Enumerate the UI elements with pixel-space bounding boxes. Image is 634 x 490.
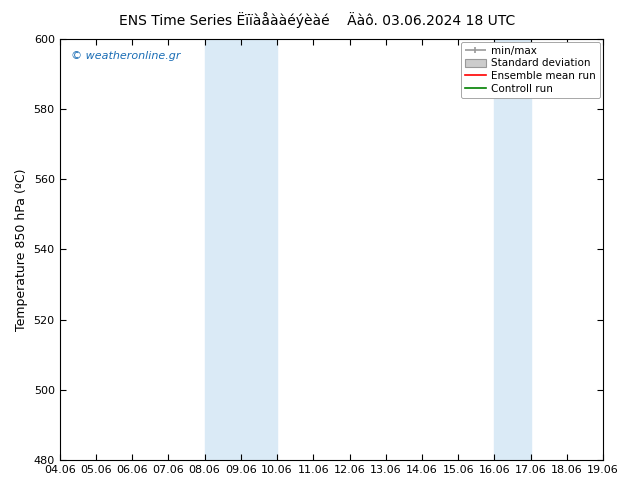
Y-axis label: Temperature 850 hPa (ºC): Temperature 850 hPa (ºC) bbox=[15, 168, 28, 331]
Legend: min/max, Standard deviation, Ensemble mean run, Controll run: min/max, Standard deviation, Ensemble me… bbox=[461, 42, 600, 98]
Text: © weatheronline.gr: © weatheronline.gr bbox=[70, 51, 180, 61]
Text: ENS Time Series Ëïïàåààéýèàé    Äàô. 03.06.2024 18 UTC: ENS Time Series Ëïïàåààéýèàé Äàô. 03.06.… bbox=[119, 12, 515, 28]
Bar bbox=[495, 39, 531, 460]
Bar bbox=[205, 39, 277, 460]
